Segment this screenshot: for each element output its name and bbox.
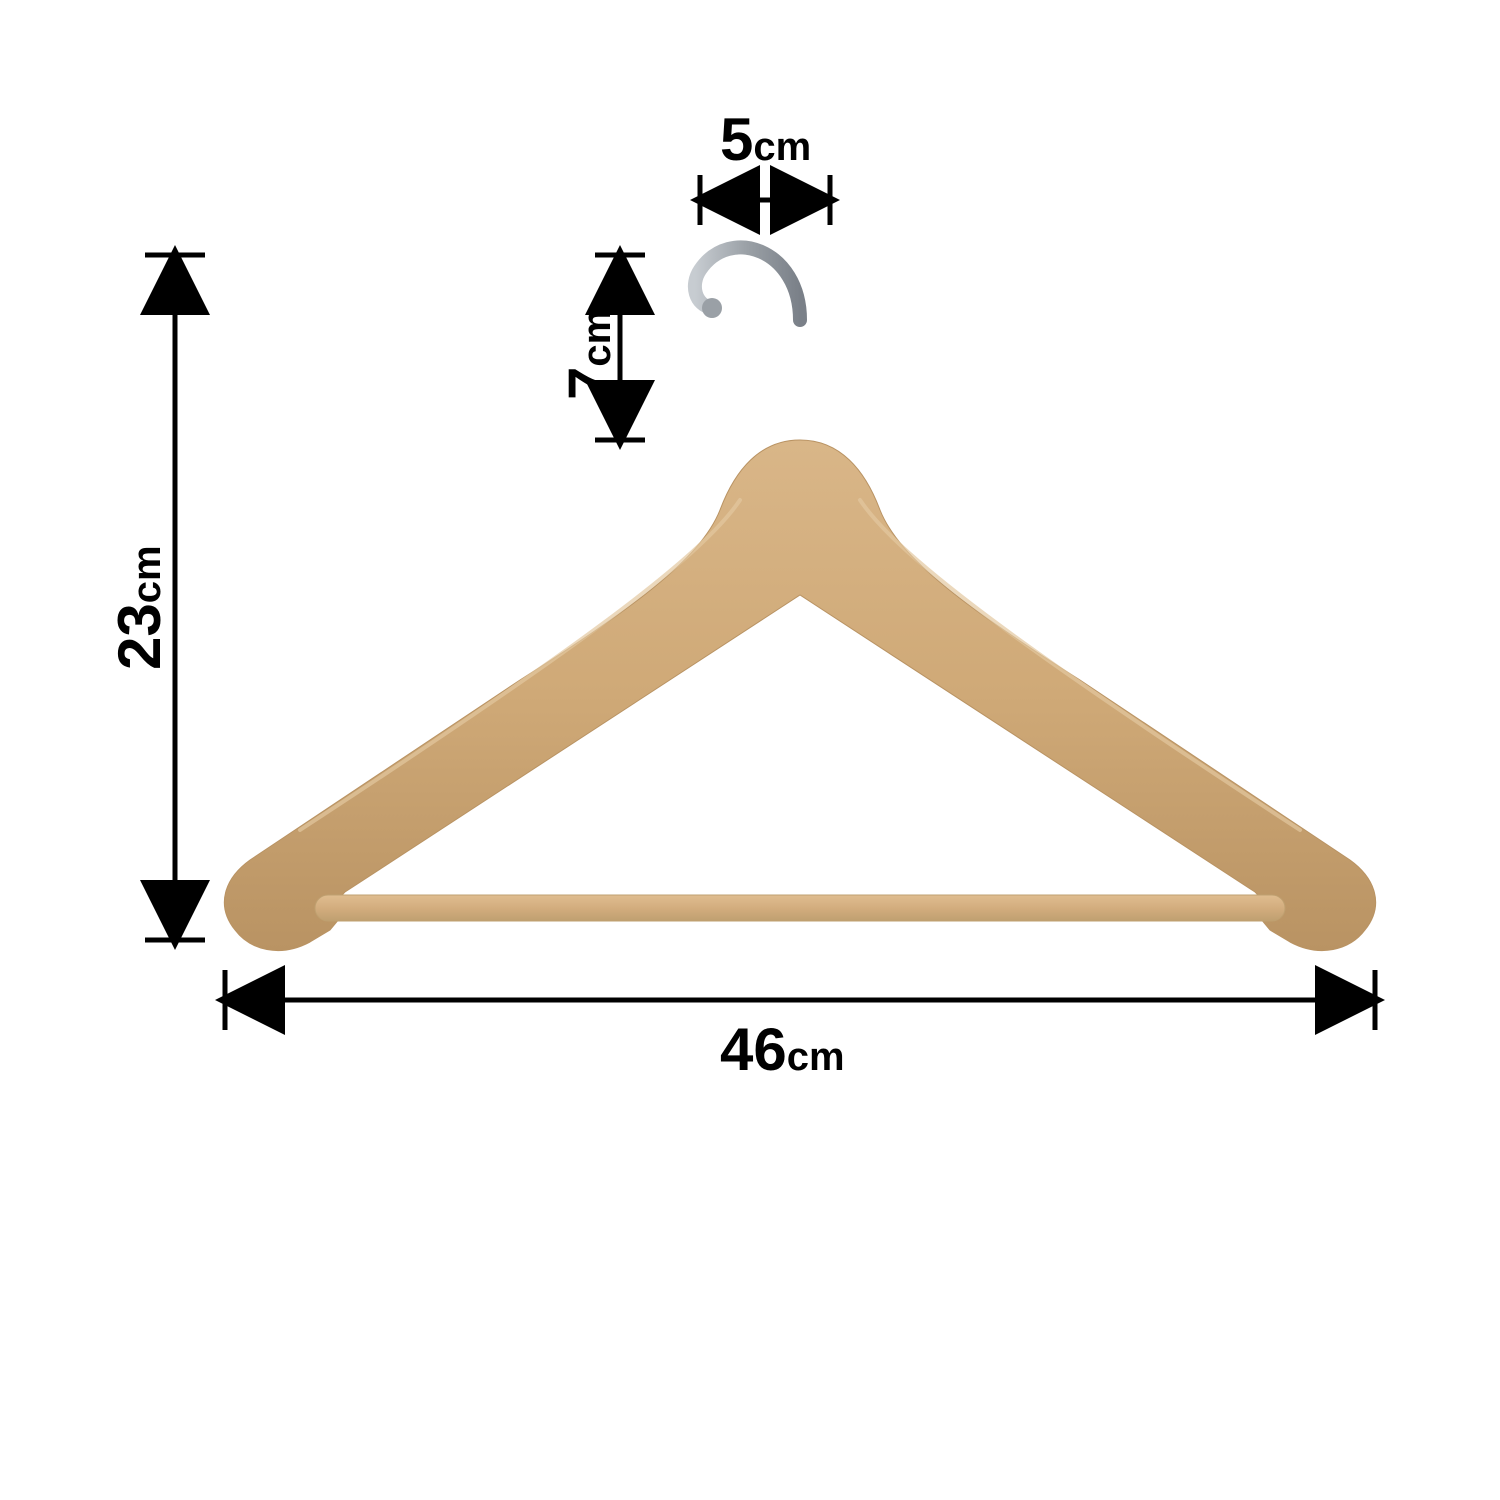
label-hook-width: 5cm [720,105,811,174]
hook-width-value: 5 [720,106,753,173]
hook-width-unit: cm [753,125,811,169]
dim-hook-width [700,175,830,225]
height-unit: cm [125,545,169,603]
hook-height-unit: cm [575,309,619,367]
height-value: 23 [106,603,173,670]
dimension-lines [0,0,1500,1500]
width-unit: cm [787,1035,845,1079]
label-width: 46cm [720,1015,845,1084]
hook-height-value: 7 [556,367,623,400]
width-value: 46 [720,1016,787,1083]
label-height: 23cm [105,545,174,670]
diagram-canvas: 46cm 23cm 5cm 7cm [0,0,1500,1500]
label-hook-height: 7cm [555,309,624,400]
